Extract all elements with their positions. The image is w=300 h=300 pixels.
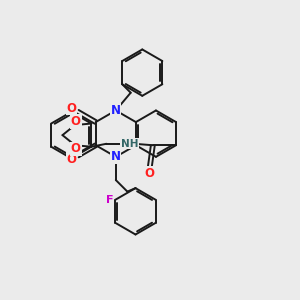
Text: O: O (67, 153, 77, 166)
Text: N: N (111, 150, 121, 163)
Text: O: O (71, 142, 81, 155)
Text: N: N (111, 104, 121, 117)
Text: O: O (145, 167, 155, 180)
Text: O: O (71, 115, 81, 128)
Text: O: O (67, 102, 77, 115)
Text: NH: NH (121, 139, 138, 149)
Text: F: F (106, 195, 114, 205)
